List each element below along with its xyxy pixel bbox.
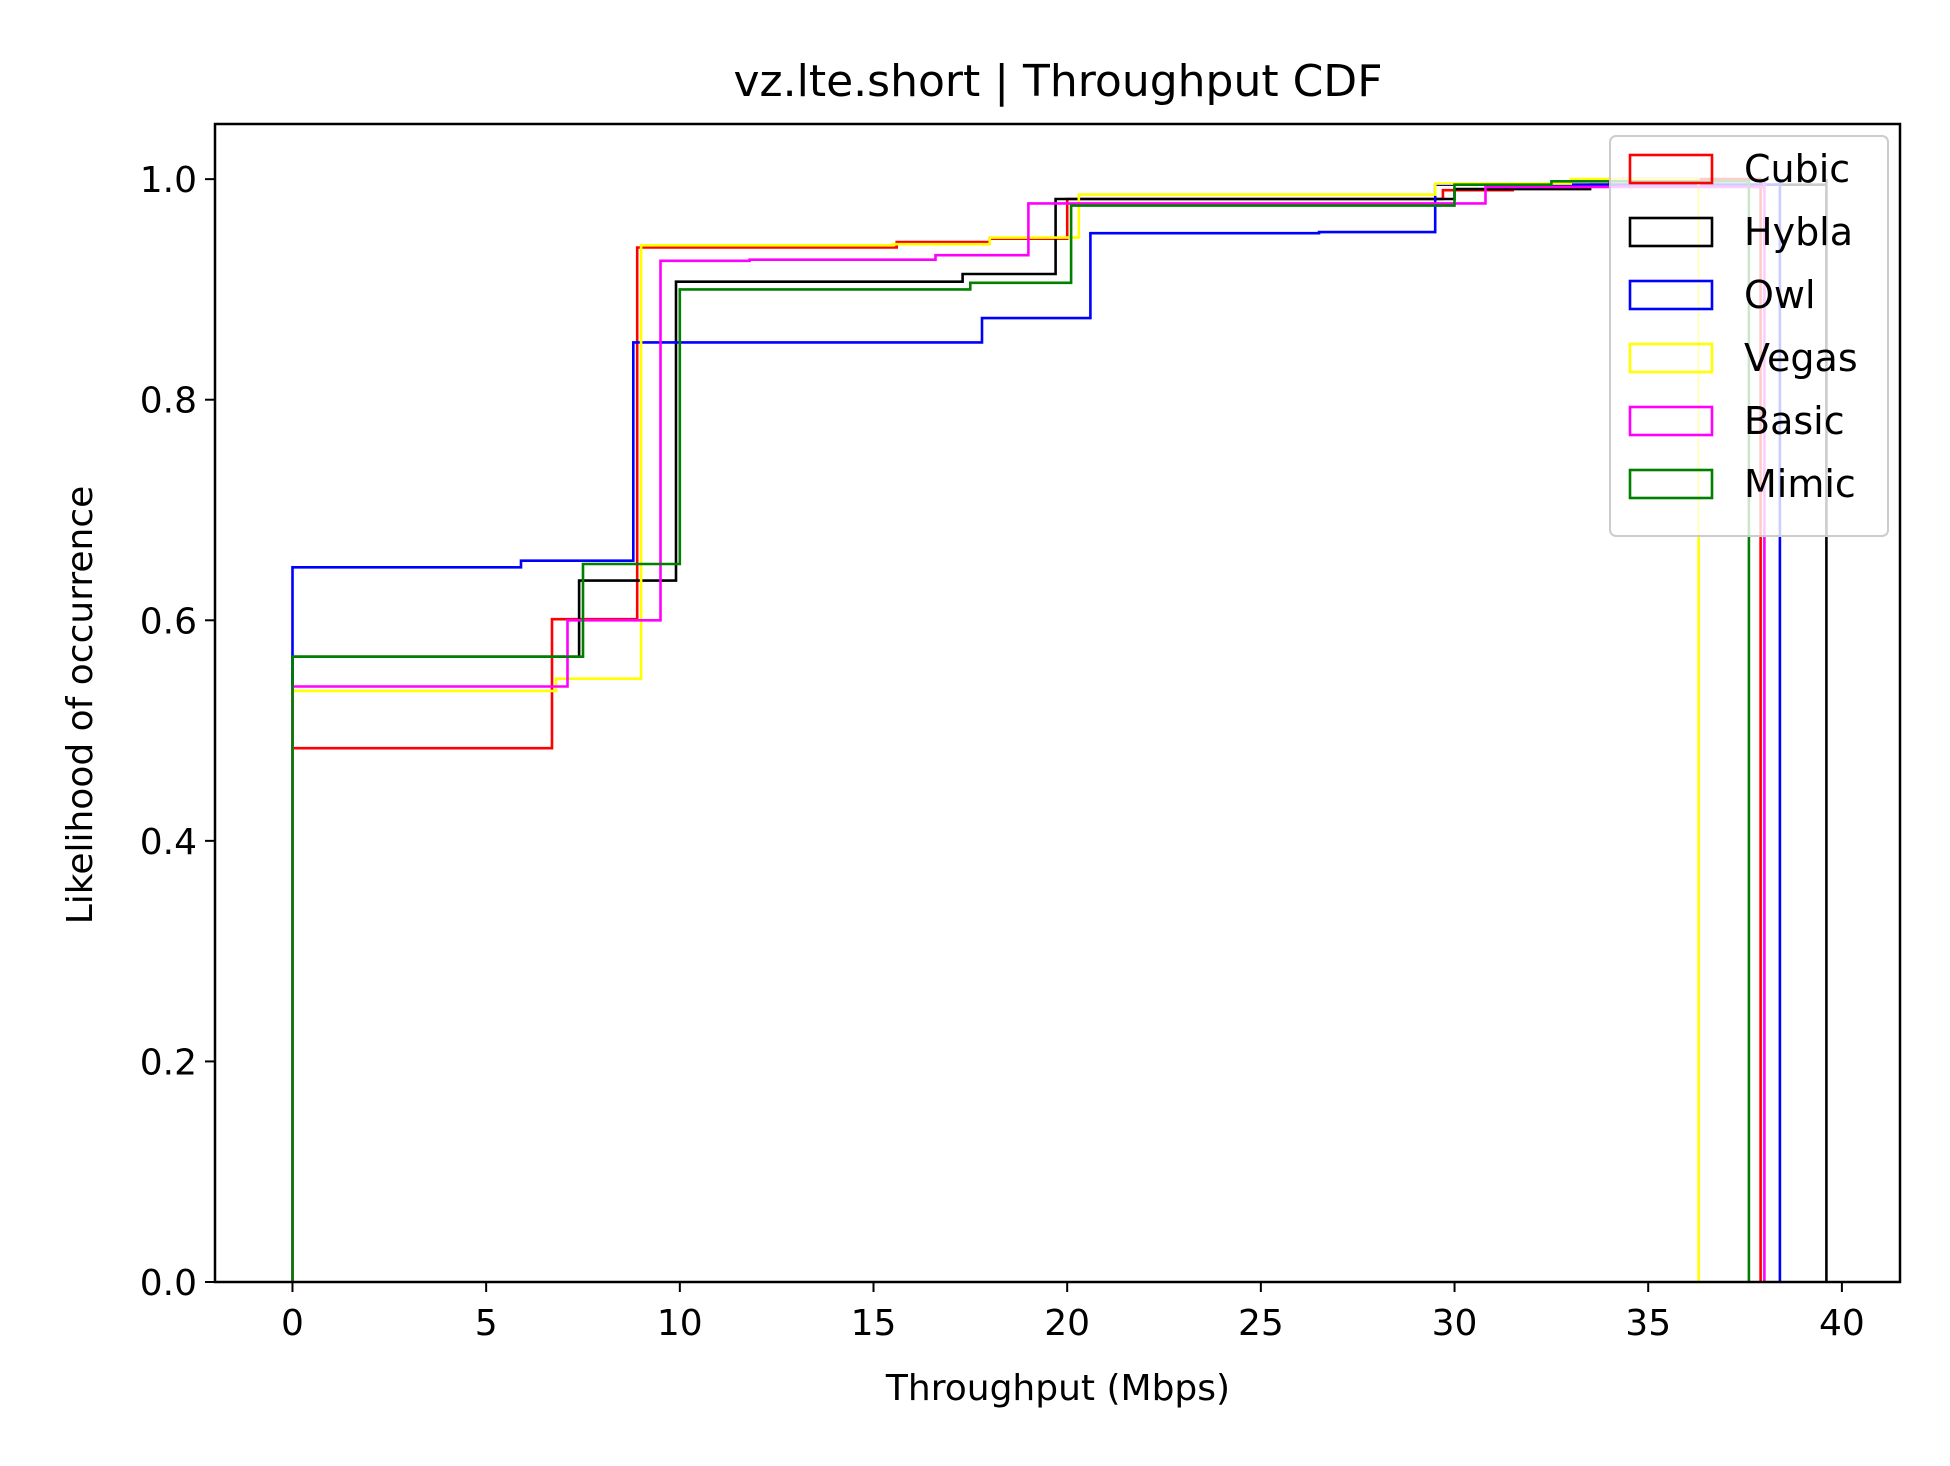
y-tick-label: 0.8 (140, 381, 197, 422)
legend-swatch-mimic (1628, 468, 1714, 500)
chart-title: vz.lte.short | Throughput CDF (734, 56, 1383, 107)
legend-label-mimic: Mimic (1744, 462, 1856, 506)
y-tick-label: 0.0 (140, 1263, 197, 1304)
x-tick-label: 25 (1238, 1303, 1284, 1344)
y-tick-label: 1.0 (140, 160, 197, 201)
y-tick-label: 0.6 (140, 601, 197, 642)
legend-swatch-vegas (1628, 342, 1714, 374)
legend-label-basic: Basic (1744, 399, 1845, 443)
legend-label-owl: Owl (1744, 273, 1816, 317)
plot-frame (213, 122, 1902, 1284)
y-tick-label: 0.4 (140, 822, 197, 863)
x-tick-label: 30 (1432, 1303, 1478, 1344)
x-tick-label: 35 (1625, 1303, 1671, 1344)
legend: Cubic Hybla Owl Vegas Basic Mimic (1609, 135, 1889, 537)
legend-label-vegas: Vegas (1744, 336, 1858, 380)
x-tick-label: 0 (281, 1303, 304, 1344)
x-tick-label: 10 (657, 1303, 703, 1344)
x-tick-label: 40 (1819, 1303, 1865, 1344)
x-tick-label: 5 (475, 1303, 498, 1344)
x-tick-label: 20 (1044, 1303, 1090, 1344)
x-axis-label: Throughput (Mbps) (885, 1368, 1230, 1409)
legend-swatch-cubic (1628, 153, 1714, 185)
legend-label-cubic: Cubic (1744, 147, 1850, 191)
series-line-basic (291, 179, 1766, 1282)
x-tick-label: 15 (851, 1303, 897, 1344)
ticks-layer: 0 5 10 15 20 25 30 35 40 0.0 0.2 0.4 0.6 0.8 1.0 (140, 160, 1865, 1344)
legend-swatch-hybla (1628, 216, 1714, 248)
y-axis-label: Likelihood of occurrence (60, 486, 101, 925)
legend-swatch-owl (1628, 279, 1714, 311)
series-line-vegas (291, 177, 1700, 1282)
y-tick-label: 0.2 (140, 1042, 197, 1083)
legend-label-hybla: Hybla (1744, 210, 1853, 254)
legend-swatch-basic (1628, 405, 1714, 437)
